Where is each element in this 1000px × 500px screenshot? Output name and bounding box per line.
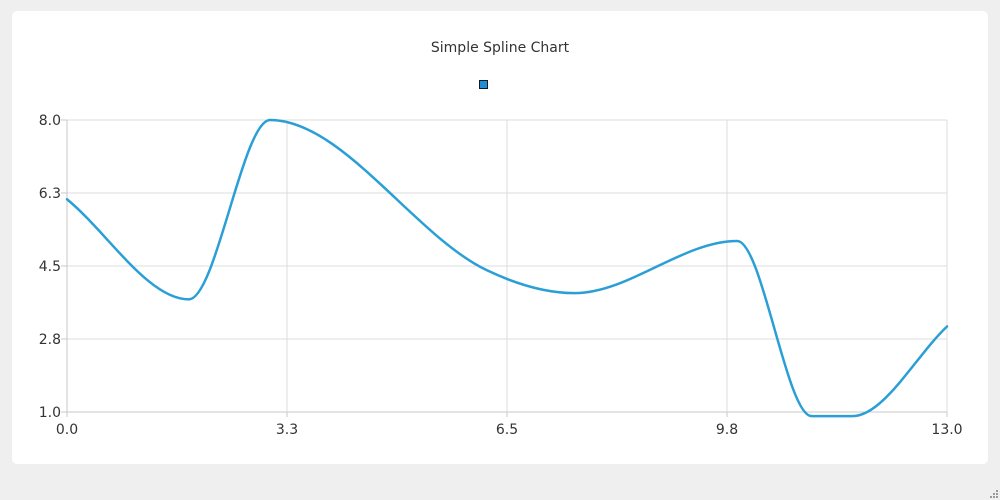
- y-tick-label: 1.0: [39, 405, 61, 421]
- resize-grip-icon[interactable]: [988, 488, 998, 498]
- y-tick-label: 8.0: [39, 113, 61, 129]
- x-tick-label: 0.0: [56, 422, 78, 438]
- x-tick-label: 9.8: [716, 422, 738, 438]
- x-tick-label: 6.5: [496, 422, 518, 438]
- y-tick-label: 2.8: [39, 332, 61, 348]
- chart-card: [12, 11, 988, 464]
- x-tick-label: 13.0: [931, 422, 962, 438]
- y-tick-label: 6.3: [39, 186, 61, 202]
- chart-title: Simple Spline Chart: [431, 40, 570, 56]
- x-tick-label: 3.3: [276, 422, 298, 438]
- series-line[interactable]: [65, 118, 949, 418]
- legend-marker[interactable]: [479, 80, 488, 89]
- y-tick-label: 4.5: [39, 259, 61, 275]
